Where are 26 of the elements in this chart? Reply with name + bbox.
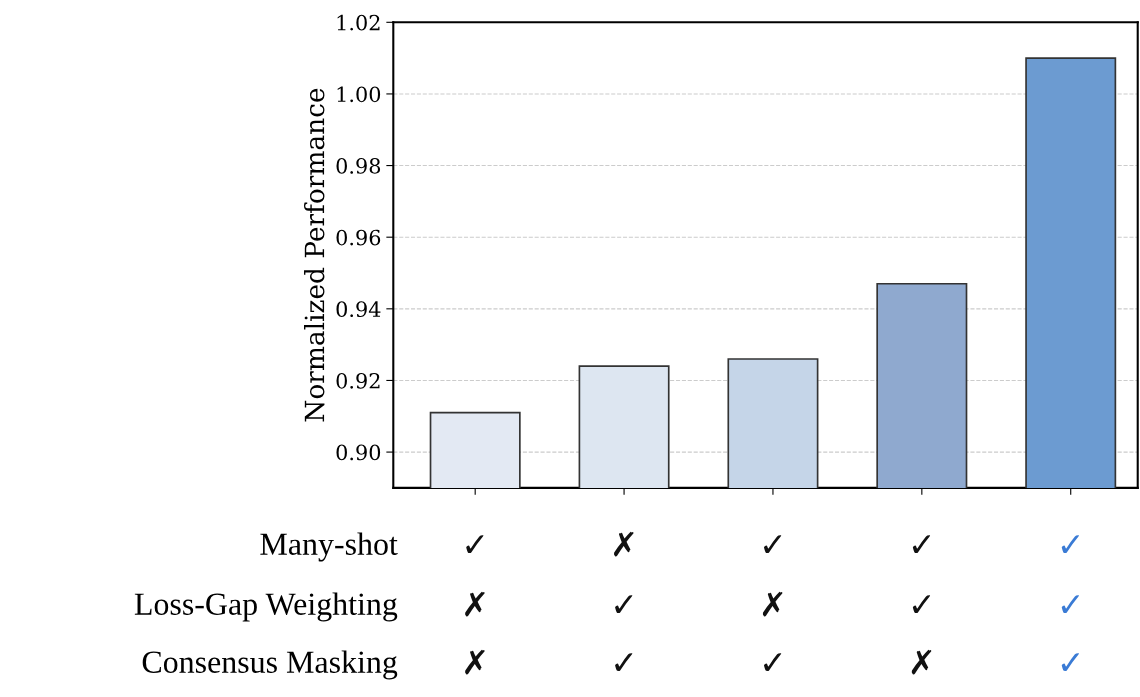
text: ✓ [1061, 595, 1080, 613]
text: Consensus Masking [142, 650, 398, 680]
text: ✓ [1061, 535, 1080, 553]
text: ✗ [762, 591, 783, 617]
text: ✗ [911, 649, 932, 675]
text: Many-shot [260, 532, 398, 562]
text: ✓ [615, 595, 633, 613]
y-tick-label: 0.92 [336, 372, 380, 389]
text: ✗ [465, 649, 485, 675]
text: ✗ [614, 531, 634, 557]
y-tick-label: 1.00 [337, 86, 381, 103]
y-axis-title: Normalized Performance [304, 88, 325, 422]
text: Loss-Gap Weighting [134, 592, 398, 622]
y-tick-label: 1.02 [337, 14, 380, 31]
y-tick-label: 0.94 [336, 301, 381, 318]
text: ✓ [912, 535, 931, 553]
text: ✓ [615, 653, 633, 671]
y-tick-label: 0.90 [336, 444, 381, 461]
text: ✗ [465, 591, 485, 617]
text: ✓ [1061, 653, 1080, 671]
text: ✓ [763, 535, 782, 553]
text: ✓ [763, 653, 782, 671]
y-tick-label: 0.96 [336, 229, 381, 246]
text: ✓ [912, 595, 931, 613]
y-tick-label: 0.98 [336, 158, 381, 174]
text: ✓ [466, 535, 484, 553]
